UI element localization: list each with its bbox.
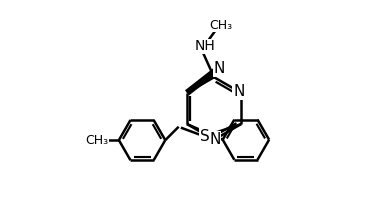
Text: CH₃: CH₃ bbox=[209, 19, 232, 32]
Text: N: N bbox=[209, 132, 221, 147]
Text: CH₃: CH₃ bbox=[85, 134, 108, 147]
Text: N: N bbox=[213, 61, 225, 76]
Text: N: N bbox=[233, 84, 244, 99]
Text: S: S bbox=[200, 129, 210, 144]
Text: NH: NH bbox=[195, 40, 215, 53]
